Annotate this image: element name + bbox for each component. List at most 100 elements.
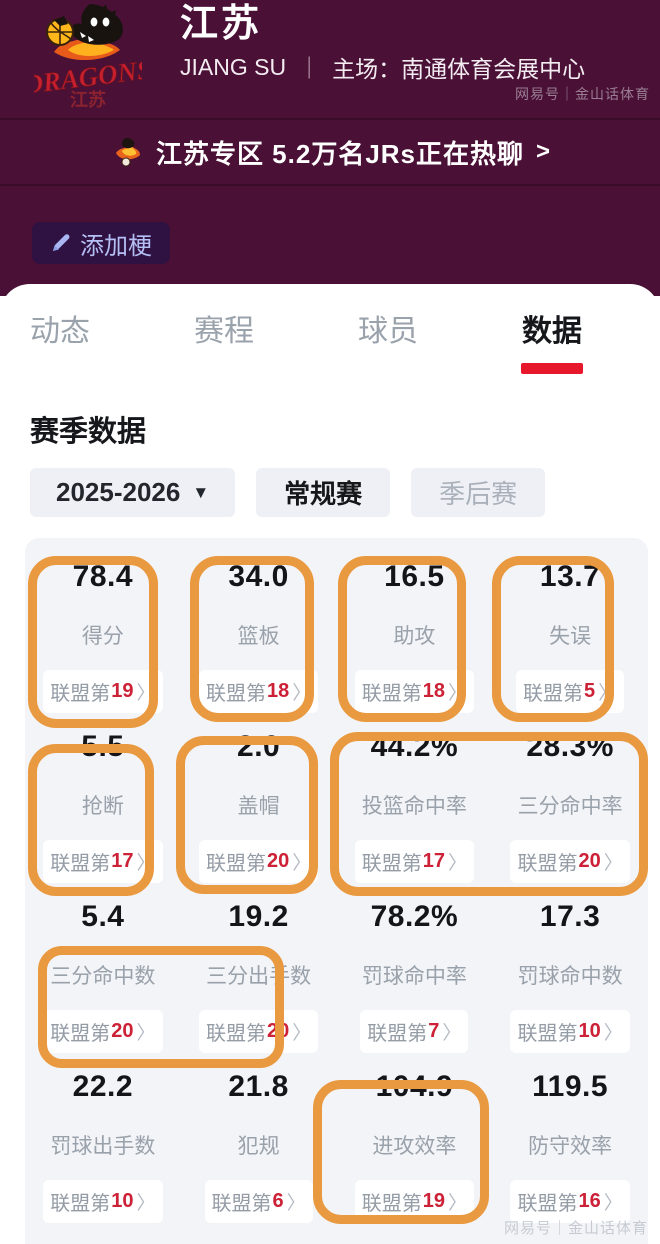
stat-label: 三分命中率	[517, 795, 623, 818]
stat-cell[interactable]: 19.2 三分出手数 联盟第 20 〉	[181, 900, 337, 1070]
watermark-top: 网易号｜金山话体育	[515, 86, 650, 102]
stat-cell[interactable]: 78.2% 罚球命中率 联盟第 7 〉	[337, 900, 493, 1070]
stat-cell[interactable]: 13.7 失误 联盟第 5 〉	[492, 560, 648, 730]
tab[interactable]: 赛程	[194, 306, 254, 350]
team-name-en: JIANG SU	[180, 53, 287, 80]
league-rank-pill[interactable]: 联盟第 16 〉	[510, 1180, 630, 1223]
stat-label: 三分出手数	[206, 965, 312, 988]
stat-label: 抢断	[81, 795, 124, 818]
league-rank-pill[interactable]: 联盟第 19 〉	[354, 1180, 474, 1223]
rank-number: 19	[111, 680, 134, 702]
stat-cell[interactable]: 17.3 罚球命中数 联盟第 10 〉	[492, 900, 648, 1070]
team-subtitle: JIANG SU ｜ 主场：南通体育会展中心	[180, 50, 585, 84]
regular-season-label: 常规赛	[284, 479, 363, 509]
stat-value: 19.2	[228, 900, 289, 933]
chevron-right-icon: 〉	[603, 1193, 623, 1214]
add-meme-label: 添加梗	[80, 232, 152, 260]
league-rank-pill[interactable]: 联盟第 20 〉	[510, 840, 630, 883]
rank-prefix: 联盟第	[517, 1193, 578, 1215]
league-rank-pill[interactable]: 联盟第 18 〉	[354, 670, 474, 713]
chevron-right-icon: 〉	[603, 853, 623, 874]
stat-cell[interactable]: 119.5 防守效率 联盟第 16 〉	[492, 1070, 648, 1240]
rank-number: 5	[584, 680, 596, 702]
chevron-right-icon: 〉	[136, 1023, 156, 1044]
chevron-right-icon: 〉	[292, 853, 312, 874]
chevron-right-icon: 〉	[603, 1023, 623, 1044]
regular-season-chip[interactable]: 常规赛	[256, 468, 391, 517]
tab-label: 数据	[522, 315, 582, 348]
stats-grid: 78.4 得分 联盟第 19 〉 34.0 篮板 联盟第 18 〉 16.5 助攻 联盟…	[25, 538, 648, 1244]
tab[interactable]: 球员	[358, 306, 418, 350]
tab[interactable]: 数据	[522, 306, 582, 350]
fan-zone-banner[interactable]: 江苏专区 5.2万名JRs正在热聊 >	[0, 118, 660, 186]
rank-number: 19	[422, 1190, 445, 1212]
league-rank-pill[interactable]: 联盟第 19 〉	[43, 670, 163, 713]
stat-label: 罚球命中率	[361, 965, 467, 988]
stat-label: 进攻效率	[372, 1135, 457, 1158]
stat-value: 21.8	[228, 1070, 289, 1103]
subtitle-separator: ｜	[298, 56, 321, 81]
stat-value: 44.2%	[370, 730, 459, 763]
chevron-right-icon: 〉	[447, 1193, 467, 1214]
stat-cell[interactable]: 34.0 篮板 联盟第 18 〉	[181, 560, 337, 730]
stat-cell[interactable]: 21.8 犯规 联盟第 6 〉	[181, 1070, 337, 1240]
add-meme-button[interactable]: 添加梗	[32, 222, 170, 264]
league-rank-pill[interactable]: 联盟第 10 〉	[510, 1010, 630, 1053]
stat-cell[interactable]: 78.4 得分 联盟第 19 〉	[25, 560, 181, 730]
svg-text:江苏: 江苏	[70, 89, 106, 110]
stat-value: 78.4	[72, 560, 134, 593]
rank-prefix: 联盟第	[50, 1193, 111, 1215]
stat-value: 28.3%	[526, 730, 614, 763]
rank-prefix: 联盟第	[205, 853, 266, 875]
stat-label: 犯规	[237, 1135, 280, 1158]
rank-prefix: 联盟第	[211, 1193, 272, 1215]
chevron-right-icon: 〉	[136, 683, 156, 704]
rank-number: 18	[422, 680, 445, 702]
stat-cell[interactable]: 22.2 罚球出手数 联盟第 10 〉	[25, 1070, 181, 1240]
stat-cell[interactable]: 28.3% 三分命中率 联盟第 20 〉	[492, 730, 648, 900]
team-logo-dragons: DRAGONS 江苏	[34, 2, 142, 110]
playoffs-label: 季后赛	[439, 479, 518, 509]
stat-value: 78.2%	[370, 900, 459, 933]
rank-prefix: 联盟第	[367, 1023, 428, 1045]
stat-value: 22.2	[72, 1070, 134, 1103]
stat-value: 17.3	[539, 900, 601, 933]
rank-number: 18	[266, 680, 290, 702]
league-rank-pill[interactable]: 联盟第 17 〉	[43, 840, 163, 883]
season-data-heading: 赛季数据	[30, 416, 147, 448]
league-rank-pill[interactable]: 联盟第 20 〉	[198, 840, 319, 883]
stat-cell[interactable]: 5.4 三分命中数 联盟第 20 〉	[25, 900, 181, 1070]
league-rank-pill[interactable]: 联盟第 20 〉	[43, 1010, 163, 1053]
banner-text: 江苏专区 5.2万名JRs正在热聊	[155, 138, 525, 169]
stat-cell[interactable]: 16.5 助攻 联盟第 18 〉	[337, 560, 493, 730]
league-rank-pill[interactable]: 联盟第 10 〉	[43, 1180, 163, 1223]
stat-value: 2.0	[237, 730, 281, 763]
stat-label: 盖帽	[237, 795, 280, 818]
season-year-dropdown[interactable]: 2025-2026 ▼	[30, 468, 236, 517]
chevron-right-icon: 〉	[136, 853, 156, 874]
tab[interactable]: 动态	[30, 306, 90, 350]
league-rank-pill[interactable]: 联盟第 20 〉	[198, 1010, 319, 1053]
rank-prefix: 联盟第	[517, 1023, 578, 1045]
rank-prefix: 联盟第	[205, 683, 266, 705]
league-rank-pill[interactable]: 联盟第 18 〉	[198, 670, 319, 713]
tab-label: 赛程	[194, 315, 254, 348]
stat-cell[interactable]: 2.0 盖帽 联盟第 20 〉	[181, 730, 337, 900]
chevron-right-icon: 〉	[292, 683, 312, 704]
rank-prefix: 联盟第	[361, 853, 422, 875]
stat-cell[interactable]: 5.5 抢断 联盟第 17 〉	[25, 730, 181, 900]
chevron-right-icon: 〉	[286, 1193, 306, 1214]
stat-cell[interactable]: 44.2% 投篮命中率 联盟第 17 〉	[337, 730, 493, 900]
rank-prefix: 联盟第	[50, 683, 111, 705]
league-rank-pill[interactable]: 联盟第 17 〉	[354, 840, 474, 883]
chevron-right-icon: 〉	[442, 1023, 462, 1044]
playoffs-chip[interactable]: 季后赛	[411, 468, 546, 517]
league-rank-pill[interactable]: 联盟第 6 〉	[204, 1180, 313, 1223]
league-rank-pill[interactable]: 联盟第 7 〉	[360, 1010, 469, 1053]
stat-label: 三分命中数	[50, 965, 156, 988]
season-year-value: 2025-2026	[56, 477, 181, 507]
watermark-bottom: 网易号｜金山话体育	[503, 1220, 648, 1237]
league-rank-pill[interactable]: 联盟第 5 〉	[516, 670, 625, 713]
stat-cell[interactable]: 104.9 进攻效率 联盟第 19 〉	[337, 1070, 493, 1240]
rank-number: 10	[578, 1020, 601, 1042]
